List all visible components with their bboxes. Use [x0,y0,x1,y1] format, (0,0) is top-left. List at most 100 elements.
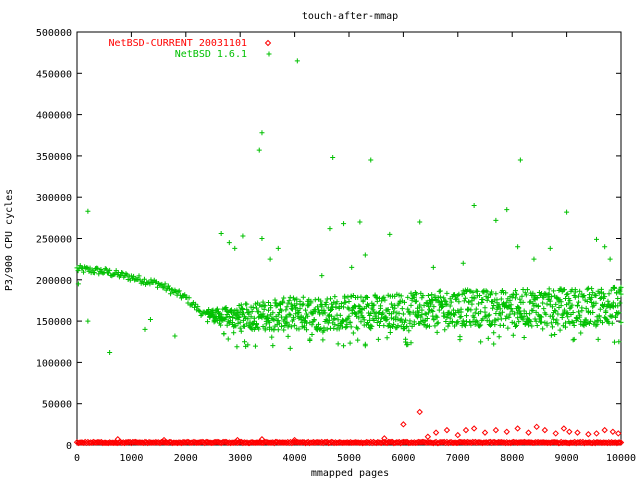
series-161-point [482,305,488,311]
series-161-point [618,319,624,325]
series-current-point [400,421,407,428]
series-161-point [424,316,430,322]
series-161-point [464,313,470,319]
series-161-point [395,323,401,329]
series-161-point [591,302,597,308]
series-current-point [587,439,595,447]
series-161-point [607,256,613,262]
series-current-point [601,426,608,434]
series-161-point [474,288,480,294]
series-161-point [417,219,423,225]
series-161-point [408,302,414,308]
series-161-point [430,308,436,314]
legend-marker-current [264,39,272,47]
series-161-point [461,322,467,328]
series-161-point [311,317,317,323]
series-current-point [173,439,180,446]
series-161-point [433,313,439,319]
y-tick-label: 200000 [36,276,72,287]
series-161-point [287,312,293,318]
series-161-point [335,317,341,323]
series-161-point [265,299,271,305]
series-161-point [332,315,338,321]
series-161-point [145,280,151,286]
series-161-point [570,309,576,315]
series-161-point [262,327,268,333]
series-161-point [533,318,539,324]
series-161-point [360,299,366,305]
series-161-point [446,321,452,327]
series-161-point [547,298,553,304]
series-161-point [332,322,338,328]
series-current-point [235,439,243,446]
series-161-point [335,341,341,347]
series-161-point [366,310,372,316]
series-161-point [331,325,337,331]
series-161-point [347,340,353,346]
series-161-point [450,307,456,313]
series-161-point [188,302,194,308]
series-161-point [539,314,545,320]
series-161-point [357,306,363,312]
series-161-point [330,155,336,161]
series-161-point [235,310,241,316]
series-161-point [107,349,113,355]
series-161-point [386,321,392,327]
series-161-point [605,298,611,304]
series-current-point [492,426,500,434]
series-161-point [288,306,294,312]
series-161-point [417,304,423,310]
series-161-point [494,297,500,303]
series-current-point [609,428,617,435]
series-161-point [355,337,361,343]
series-161-point [194,307,200,313]
series-161-point [474,319,480,325]
series-161-point [547,245,553,251]
series-161-point [514,322,520,328]
series-161-point [581,292,587,298]
series-161-point [363,304,369,310]
series-161-point [388,301,394,307]
series-161-point [307,337,313,343]
series-161-point [462,323,468,329]
series-current-point [149,439,157,446]
series-current-point [160,436,168,444]
series-161-point [109,273,115,279]
series-161-point [147,316,153,322]
series-161-point [434,314,440,320]
series-161-point [437,294,443,300]
series-161-point [448,299,454,305]
axis-ticks: 0 1000 2000 3000 4000 5000 6000 7000 8000 9000 100… [36,28,636,464]
series-161-point [292,322,298,328]
series-161-point [234,344,240,350]
series-161-point [422,318,428,324]
series-161-point [297,306,303,312]
series-161-point [421,302,427,308]
series-161-point [283,320,289,326]
series-161-point [613,314,619,320]
y-tick-label: 400000 [36,111,72,122]
series-161-point [304,327,310,333]
series-161-point [509,308,515,314]
series-161-point [321,307,327,313]
series-161-point [312,309,318,315]
series-161-point [534,295,540,301]
series-current-point [341,439,349,446]
series-161-point [398,316,404,322]
series-161-point [423,300,429,306]
series-161-point [284,314,290,320]
series-161-point [341,304,347,310]
series-161-point [484,289,490,295]
series-161-point [374,319,380,325]
series-161-point [141,276,147,282]
series-161-point [469,301,475,307]
series-161-point [555,311,561,317]
series-161-point [552,308,558,314]
series-161-point [237,325,243,331]
series-161-point [314,327,320,333]
series-161-point [442,298,448,304]
series-161-point [296,309,302,315]
series-current-point [393,439,400,446]
series-161-point [571,323,577,329]
plot-frame [76,31,622,446]
